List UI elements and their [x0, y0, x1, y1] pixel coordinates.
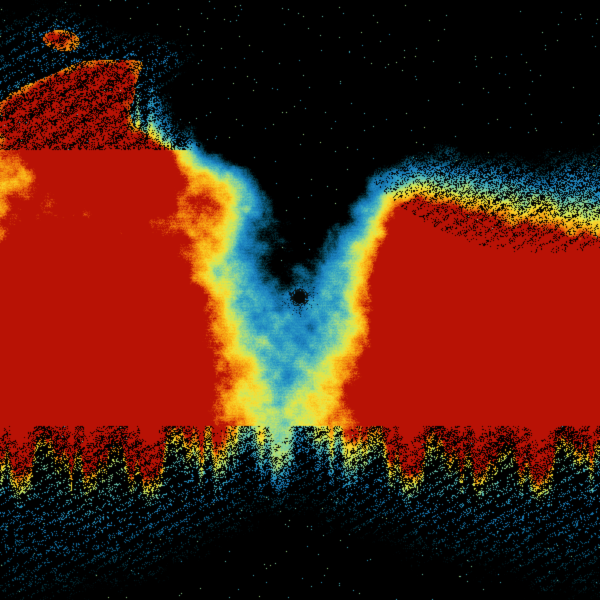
intensity-map-field — [0, 0, 600, 600]
false-color-image-canvas: Rainbow false-color astronomical intensi… — [0, 0, 600, 600]
